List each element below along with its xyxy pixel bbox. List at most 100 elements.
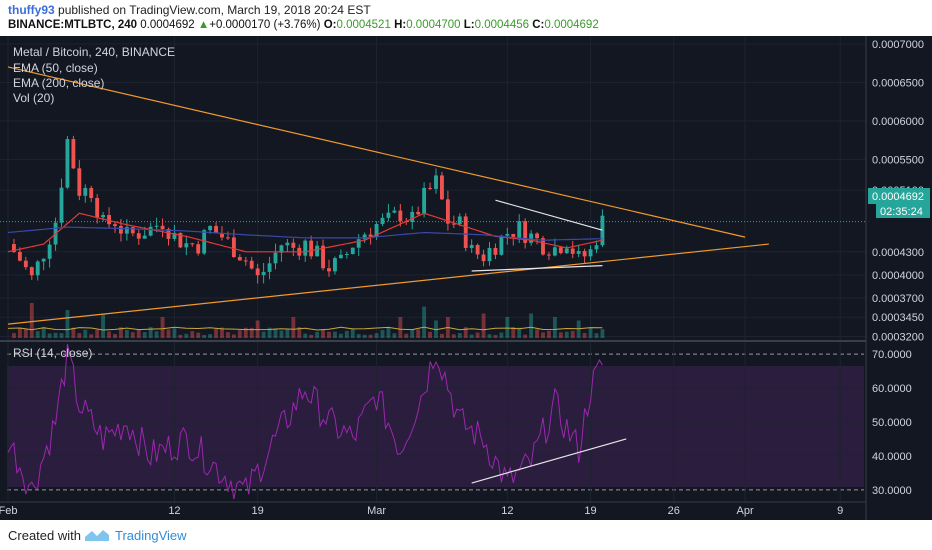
volume-bar bbox=[41, 327, 46, 338]
volume-bar bbox=[535, 329, 539, 338]
trendline-channel-top bbox=[495, 199, 603, 231]
price-tick-label: 0.0003450 bbox=[872, 312, 924, 324]
candle-body bbox=[136, 233, 141, 239]
volume-bar bbox=[386, 327, 391, 338]
axis-labels: 0.0007000 0.0006500 0.0006000 0.0005500 0.00… bbox=[0, 39, 924, 517]
volume-bar bbox=[119, 327, 123, 338]
candle-body bbox=[172, 232, 177, 239]
countdown-tag bbox=[876, 204, 930, 218]
volume-bar bbox=[12, 333, 16, 338]
volume-bar bbox=[547, 330, 551, 338]
tradingview-logo-icon bbox=[85, 530, 109, 541]
chart-area[interactable]: 0.0007000 0.0006500 0.0006000 0.0005500 0.00… bbox=[0, 36, 932, 520]
trendlines bbox=[7, 66, 769, 484]
volume-bar bbox=[552, 317, 557, 338]
time-tick-label: 12 bbox=[501, 505, 513, 517]
candle-body bbox=[434, 175, 438, 189]
candle-body bbox=[23, 260, 28, 268]
rsi-tick-label: 50.0000 bbox=[872, 417, 912, 429]
trendline-rsi-support bbox=[471, 438, 627, 484]
candle-body bbox=[552, 247, 557, 256]
candle-body bbox=[148, 226, 153, 236]
candle-body bbox=[231, 237, 236, 258]
publish-line: thuffy93 published on TradingView.com, M… bbox=[8, 3, 371, 17]
rsi-tick-label: 70.0000 bbox=[872, 349, 912, 361]
open-label: O: bbox=[323, 19, 337, 31]
candle-body bbox=[356, 239, 361, 248]
candle-body bbox=[77, 168, 82, 196]
volume-bar bbox=[398, 317, 403, 338]
volume-bar bbox=[77, 333, 82, 338]
legend-rsi: RSI (14, close) bbox=[13, 346, 92, 360]
price-tick-label: 0.0004300 bbox=[872, 247, 924, 259]
candle-body bbox=[463, 216, 468, 248]
candle-body bbox=[570, 248, 575, 254]
candle-body bbox=[588, 249, 593, 257]
volume-bar bbox=[166, 329, 171, 338]
volume-bar bbox=[451, 334, 456, 338]
candle-body bbox=[267, 263, 272, 272]
volume-bar bbox=[243, 327, 248, 338]
volume-bar bbox=[184, 333, 189, 338]
volume-bar bbox=[59, 333, 64, 338]
volume-bar bbox=[463, 327, 468, 338]
candle-body bbox=[237, 257, 242, 261]
candle-body bbox=[249, 260, 254, 269]
candle-body bbox=[142, 235, 147, 239]
candle-body bbox=[350, 247, 355, 255]
volume-bar bbox=[220, 327, 224, 338]
volume-bar bbox=[113, 333, 117, 338]
price-tick-label: 0.0005500 bbox=[872, 154, 924, 166]
volume-bar bbox=[309, 334, 314, 338]
candle-body bbox=[451, 223, 456, 225]
volume-bar bbox=[422, 306, 427, 338]
price-chart-svg[interactable]: 0.0007000 0.0006500 0.0006000 0.0005500 0.00… bbox=[0, 36, 932, 520]
volume-bar bbox=[428, 331, 432, 338]
volume-bar bbox=[481, 313, 486, 338]
candle-body bbox=[410, 211, 415, 222]
candle-body bbox=[493, 247, 498, 255]
candle-body bbox=[12, 244, 16, 252]
candle-body bbox=[160, 225, 165, 230]
volume-bar bbox=[190, 331, 195, 338]
candle-body bbox=[214, 225, 218, 233]
volume-bar bbox=[356, 334, 361, 338]
candle-body bbox=[35, 261, 40, 276]
candle-body bbox=[511, 233, 516, 238]
candle-body bbox=[303, 240, 308, 256]
candle-body bbox=[523, 221, 528, 243]
candle-body bbox=[469, 244, 474, 248]
price-tick-label: 0.0006500 bbox=[872, 77, 924, 89]
volume-bar bbox=[338, 333, 343, 338]
author-name[interactable]: thuffy93 bbox=[8, 3, 55, 17]
candles bbox=[12, 135, 605, 284]
volume-bar bbox=[511, 327, 516, 338]
candle-body bbox=[208, 225, 213, 231]
candle-body bbox=[178, 232, 183, 248]
volume-bar bbox=[279, 330, 284, 338]
publish-info: published on TradingView.com, March 19, … bbox=[58, 3, 371, 17]
volume-bar bbox=[267, 327, 272, 338]
candle-body bbox=[576, 251, 581, 254]
volume-bar bbox=[434, 320, 438, 338]
candle-body bbox=[321, 245, 325, 269]
volume-bar bbox=[505, 317, 510, 338]
candle-body bbox=[196, 244, 201, 254]
ohlc-line: BINANCE:MTLBTC, 240 0.0004692 ▲+0.000017… bbox=[8, 19, 599, 31]
volume-ma-line bbox=[7, 326, 603, 331]
candle-body bbox=[594, 245, 599, 250]
candle-body bbox=[428, 187, 432, 189]
price-tick-label: 0.0003200 bbox=[872, 331, 924, 343]
price-tick-label: 0.0003700 bbox=[872, 293, 924, 305]
volume-bar bbox=[273, 328, 278, 338]
volume-bar bbox=[440, 333, 444, 338]
candle-body bbox=[65, 139, 70, 188]
volume-bar bbox=[570, 330, 575, 338]
volume-bar bbox=[231, 334, 236, 338]
volume-bar bbox=[136, 329, 141, 338]
candle-body bbox=[101, 214, 106, 218]
volume-bar bbox=[327, 331, 331, 338]
tradingview-brand[interactable]: TradingView bbox=[115, 528, 187, 543]
volume-bar bbox=[475, 332, 480, 338]
open-value: 0.0004521 bbox=[336, 19, 391, 31]
